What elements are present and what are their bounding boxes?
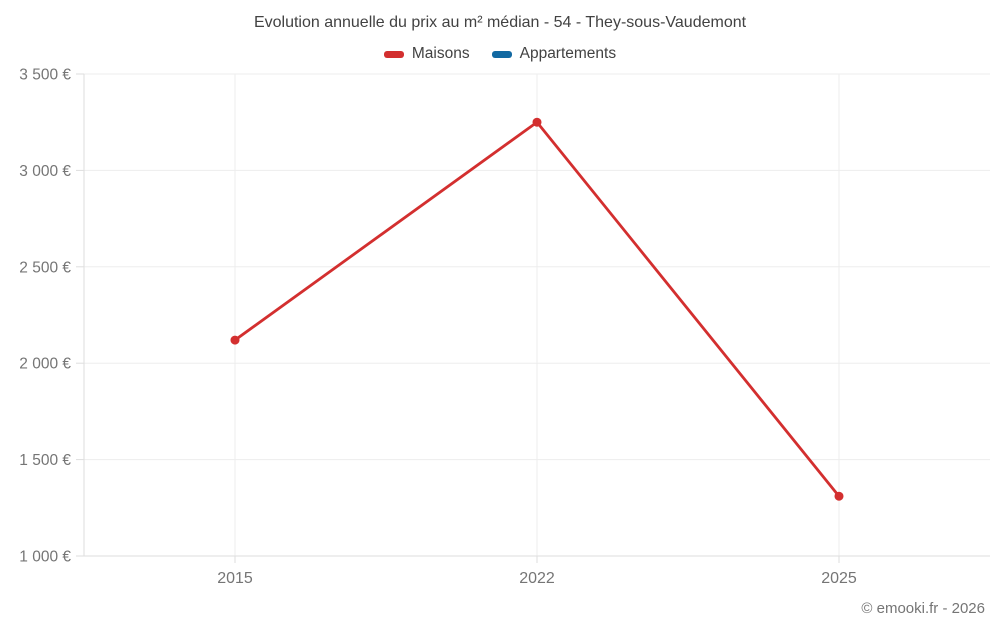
legend-item-maisons[interactable]: Maisons	[383, 45, 470, 63]
legend: Maisons Appartements	[0, 45, 1000, 63]
data-point[interactable]	[532, 117, 542, 127]
x-tick-label: 2025	[821, 570, 857, 587]
legend-item-appartements[interactable]: Appartements	[491, 45, 617, 63]
y-tick-label: 2 500 €	[19, 259, 71, 276]
y-tick-label: 3 000 €	[19, 163, 71, 180]
maisons-swatch-icon	[383, 50, 404, 58]
appartements-swatch-icon	[491, 50, 512, 58]
data-point[interactable]	[834, 491, 844, 501]
y-axis: 1 000 € 1 500 € 2 000 € 2 500 € 3 000 € 3 500…	[19, 67, 990, 566]
y-tick-label: 2 000 €	[19, 356, 71, 373]
x-tick-label: 2022	[519, 570, 555, 587]
y-tick-label: 1 000 €	[19, 549, 71, 566]
y-tick-label: 1 500 €	[19, 452, 71, 469]
series-maisons	[230, 117, 844, 501]
chart-title: Evolution annuelle du prix au m² médian …	[253, 14, 747, 31]
y-tick-label: 3 500 €	[19, 67, 71, 84]
legend-label-appartements: Appartements	[519, 45, 617, 62]
attribution: © emooki.fr - 2026	[861, 600, 985, 617]
data-point[interactable]	[230, 335, 240, 345]
legend-label-maisons: Maisons	[411, 45, 470, 62]
x-tick-label: 2015	[217, 570, 253, 587]
x-axis: 2015 2022 2025	[217, 74, 857, 587]
